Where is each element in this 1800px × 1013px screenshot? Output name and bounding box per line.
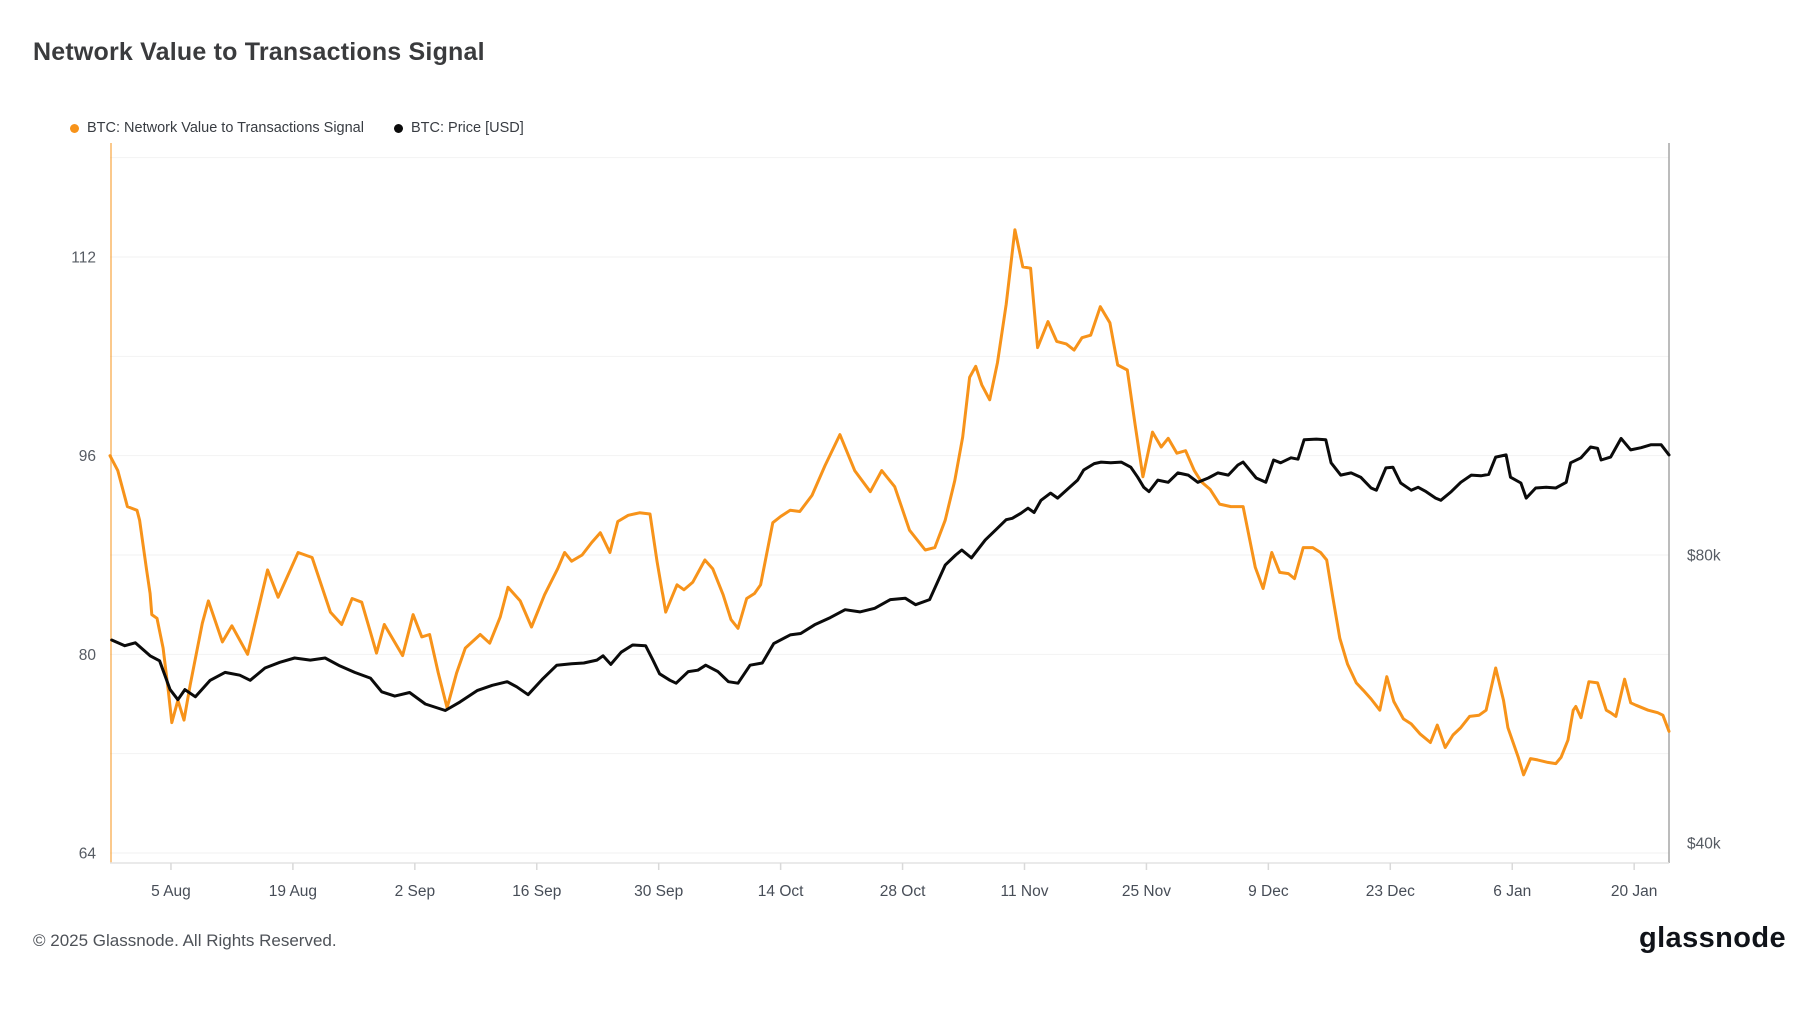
legend-dot-nvt-icon — [70, 123, 79, 133]
page-title: Network Value to Transactions Signal — [33, 38, 485, 66]
legend-item-price[interactable]: BTC: Price [USD] — [393, 120, 524, 136]
plot-area[interactable] — [110, 143, 1669, 863]
chart-legend: BTC: Network Value to Transactions Signa… — [70, 120, 524, 136]
btc-price-line[interactable] — [110, 436, 1671, 712]
x-tick-label: 28 Oct — [880, 883, 926, 900]
x-tick-label: 19 Aug — [269, 883, 317, 900]
legend-item-nvt-signal[interactable]: BTC: Network Value to Transactions Signa… — [70, 120, 364, 136]
left-axis-label: 96 — [79, 448, 96, 465]
copyright-text: © 2025 Glassnode. All Rights Reserved. — [33, 931, 337, 950]
left-axis-label: 64 — [79, 846, 97, 863]
x-tick-label: 5 Aug — [151, 883, 191, 900]
x-tick-label: 30 Sep — [634, 883, 683, 900]
legend-label-nvt: BTC: Network Value to Transactions Signa… — [87, 120, 364, 136]
left-axis-label: 112 — [71, 250, 96, 267]
x-tick-label: 9 Dec — [1248, 883, 1289, 900]
legend-dot-price-icon — [393, 123, 403, 133]
x-tick-label: 20 Jan — [1611, 883, 1658, 900]
nvt-signal-line[interactable] — [108, 228, 1671, 777]
x-tick-label: 16 Sep — [512, 883, 561, 900]
x-tick-label: 14 Oct — [758, 883, 804, 900]
x-tick-label: 23 Dec — [1366, 883, 1415, 900]
right-axis-label: $80k — [1687, 548, 1721, 565]
glassnode-logo[interactable]: glassnode — [1638, 922, 1786, 954]
legend-label-price: BTC: Price [USD] — [410, 120, 524, 136]
x-tick-label: 25 Nov — [1122, 883, 1171, 900]
x-tick-label: 11 Nov — [1001, 883, 1049, 900]
right-axis-label: $40k — [1687, 836, 1721, 853]
x-tick-label: 6 Jan — [1493, 883, 1531, 900]
x-tick-label: 2 Sep — [395, 883, 436, 900]
left-axis-label: 80 — [79, 647, 97, 664]
